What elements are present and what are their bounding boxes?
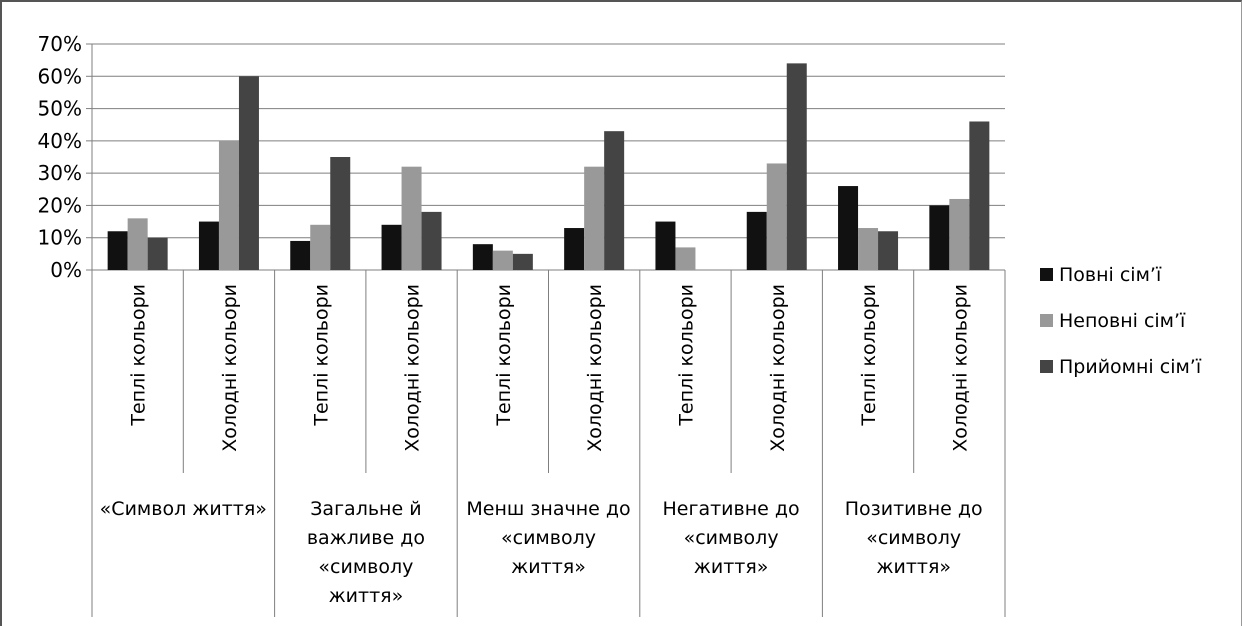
bar <box>330 157 351 270</box>
y-tick-label: 0% <box>50 258 82 282</box>
category-label: Теплі кольори <box>128 284 150 427</box>
category-label: Теплі кольори <box>858 284 880 427</box>
category-label: Холодні кольори <box>767 284 789 452</box>
bar <box>878 231 899 270</box>
bar <box>786 63 807 270</box>
group-label: Загальне й важливе до «символу життя» <box>307 498 425 607</box>
group-label: «Символ життя» <box>100 498 267 520</box>
bar <box>604 131 625 270</box>
bar <box>564 228 585 270</box>
bar <box>198 221 219 270</box>
bar <box>766 163 787 270</box>
legend-label: Прийомні сім’ї <box>1059 356 1202 378</box>
bar <box>584 166 605 270</box>
bar <box>238 76 259 271</box>
bar <box>655 221 676 270</box>
bar <box>310 224 331 270</box>
bar <box>381 224 402 270</box>
legend-label: Повні сім’ї <box>1059 264 1162 286</box>
category-label: Теплі кольори <box>675 284 697 427</box>
bar <box>746 211 767 270</box>
y-tick-label: 30% <box>38 161 82 185</box>
category-label: Холодні кольори <box>219 284 241 452</box>
group-label: Позитивне до «символу життя» <box>845 498 983 578</box>
bar <box>858 228 879 270</box>
group-label: Менш значне до «символу життя» <box>466 498 630 578</box>
bar <box>949 198 970 270</box>
legend-label: Неповні сім’ї <box>1059 310 1186 332</box>
y-tick-label: 50% <box>38 97 82 121</box>
category-label: Теплі кольори <box>493 284 515 427</box>
bar <box>421 211 442 270</box>
y-tick-label: 10% <box>38 226 82 250</box>
bar <box>147 237 168 270</box>
group-label: Негативне до «символу життя» <box>663 498 800 578</box>
bar <box>290 240 311 270</box>
y-tick-label: 70% <box>38 32 82 56</box>
bar <box>512 253 533 270</box>
category-label: Холодні кольори <box>949 284 971 452</box>
bar <box>472 244 493 270</box>
category-label: Холодні кольори <box>402 284 424 452</box>
bar <box>675 247 696 270</box>
bar <box>218 140 239 270</box>
bar <box>929 205 950 270</box>
bar <box>969 121 990 270</box>
legend-swatch <box>1040 360 1053 373</box>
bar <box>107 231 128 270</box>
bar <box>838 186 859 270</box>
category-label: Теплі кольори <box>310 284 332 427</box>
y-tick-label: 60% <box>38 64 82 88</box>
y-tick-label: 40% <box>38 129 82 153</box>
legend-swatch <box>1040 314 1053 327</box>
y-tick-label: 20% <box>38 193 82 217</box>
bar <box>401 166 422 270</box>
bar <box>492 250 513 270</box>
legend-swatch <box>1040 268 1053 281</box>
category-label: Холодні кольори <box>584 284 606 452</box>
bar <box>127 218 148 270</box>
